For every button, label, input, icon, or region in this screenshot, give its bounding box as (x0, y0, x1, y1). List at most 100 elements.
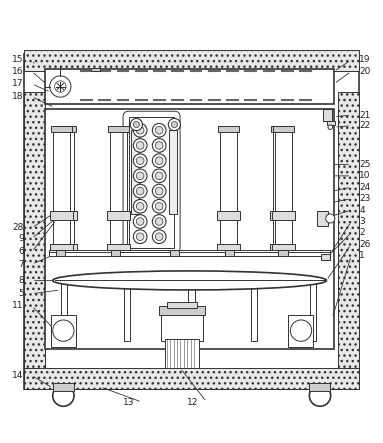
Text: 25: 25 (359, 160, 371, 169)
Circle shape (133, 139, 147, 152)
Bar (327, 121, 335, 124)
Bar (24, 368, 359, 389)
Bar (272, 211, 295, 220)
Bar (45, 109, 334, 349)
Circle shape (152, 215, 166, 228)
Text: 11: 11 (12, 301, 24, 311)
Circle shape (171, 121, 177, 128)
Circle shape (133, 215, 147, 228)
Text: 6: 6 (18, 248, 24, 256)
Bar (169, 130, 177, 214)
Bar (220, 218, 237, 248)
Bar (165, 339, 199, 368)
Bar (53, 218, 70, 248)
Circle shape (152, 139, 166, 152)
Circle shape (290, 320, 312, 341)
Circle shape (309, 385, 331, 406)
Text: 28: 28 (12, 223, 24, 233)
Circle shape (155, 142, 163, 149)
Circle shape (155, 172, 163, 180)
Bar (338, 92, 359, 381)
Circle shape (136, 202, 144, 210)
Text: 7: 7 (18, 260, 24, 268)
Bar (225, 250, 234, 256)
Bar (170, 250, 179, 256)
Bar (317, 211, 328, 226)
Text: 15: 15 (12, 55, 24, 64)
Bar (188, 282, 195, 341)
Bar (161, 315, 203, 341)
Circle shape (133, 121, 139, 128)
Bar (273, 218, 290, 248)
Text: 4: 4 (359, 206, 365, 214)
Bar (217, 244, 240, 250)
Bar (278, 250, 288, 256)
Circle shape (136, 187, 144, 195)
Bar (129, 117, 174, 248)
Bar (159, 306, 205, 315)
Circle shape (133, 199, 147, 213)
Circle shape (136, 157, 144, 164)
Text: 21: 21 (359, 111, 371, 120)
Bar (270, 244, 293, 250)
Bar (107, 211, 130, 220)
Circle shape (152, 169, 166, 183)
Bar (110, 218, 127, 248)
Circle shape (152, 230, 166, 244)
Bar (220, 130, 237, 214)
Circle shape (53, 320, 74, 341)
Text: 17: 17 (12, 79, 24, 88)
Text: 20: 20 (359, 67, 371, 76)
Circle shape (130, 118, 142, 131)
Circle shape (133, 230, 147, 244)
Bar (53, 383, 74, 391)
Bar (309, 383, 329, 391)
Text: 22: 22 (359, 121, 370, 130)
Bar (57, 218, 74, 248)
Circle shape (155, 157, 163, 164)
Bar (51, 126, 72, 132)
Text: 16: 16 (12, 67, 24, 76)
Bar (56, 250, 65, 256)
Bar (321, 254, 330, 260)
Bar (270, 211, 293, 220)
Bar (273, 126, 294, 132)
Circle shape (136, 172, 144, 180)
Bar (45, 70, 334, 104)
Bar (218, 126, 239, 132)
Bar (51, 315, 75, 347)
Circle shape (155, 233, 163, 241)
Bar (24, 54, 359, 389)
Bar (322, 109, 332, 121)
Bar (24, 92, 45, 381)
Text: 5: 5 (18, 289, 24, 298)
Circle shape (55, 81, 66, 92)
Text: 23: 23 (359, 194, 371, 203)
Text: 9: 9 (18, 234, 24, 243)
Circle shape (152, 124, 166, 137)
Circle shape (133, 184, 147, 198)
Bar (288, 315, 313, 347)
Text: 2: 2 (359, 229, 365, 237)
Text: 18: 18 (12, 92, 24, 101)
Circle shape (152, 199, 166, 213)
Bar (275, 130, 292, 214)
Circle shape (168, 118, 180, 131)
Bar (271, 126, 292, 132)
Bar (111, 250, 120, 256)
Bar (110, 130, 127, 214)
Text: 14: 14 (12, 371, 24, 380)
Circle shape (155, 187, 163, 195)
Bar (167, 303, 197, 308)
Bar (50, 211, 73, 220)
Circle shape (53, 385, 74, 406)
Text: 19: 19 (359, 55, 371, 64)
Circle shape (152, 154, 166, 167)
Text: 13: 13 (123, 398, 134, 407)
Bar (49, 250, 330, 256)
Text: 10: 10 (359, 171, 371, 180)
Bar (55, 126, 75, 132)
Text: 26: 26 (359, 240, 371, 249)
Circle shape (152, 184, 166, 198)
Circle shape (136, 126, 144, 134)
